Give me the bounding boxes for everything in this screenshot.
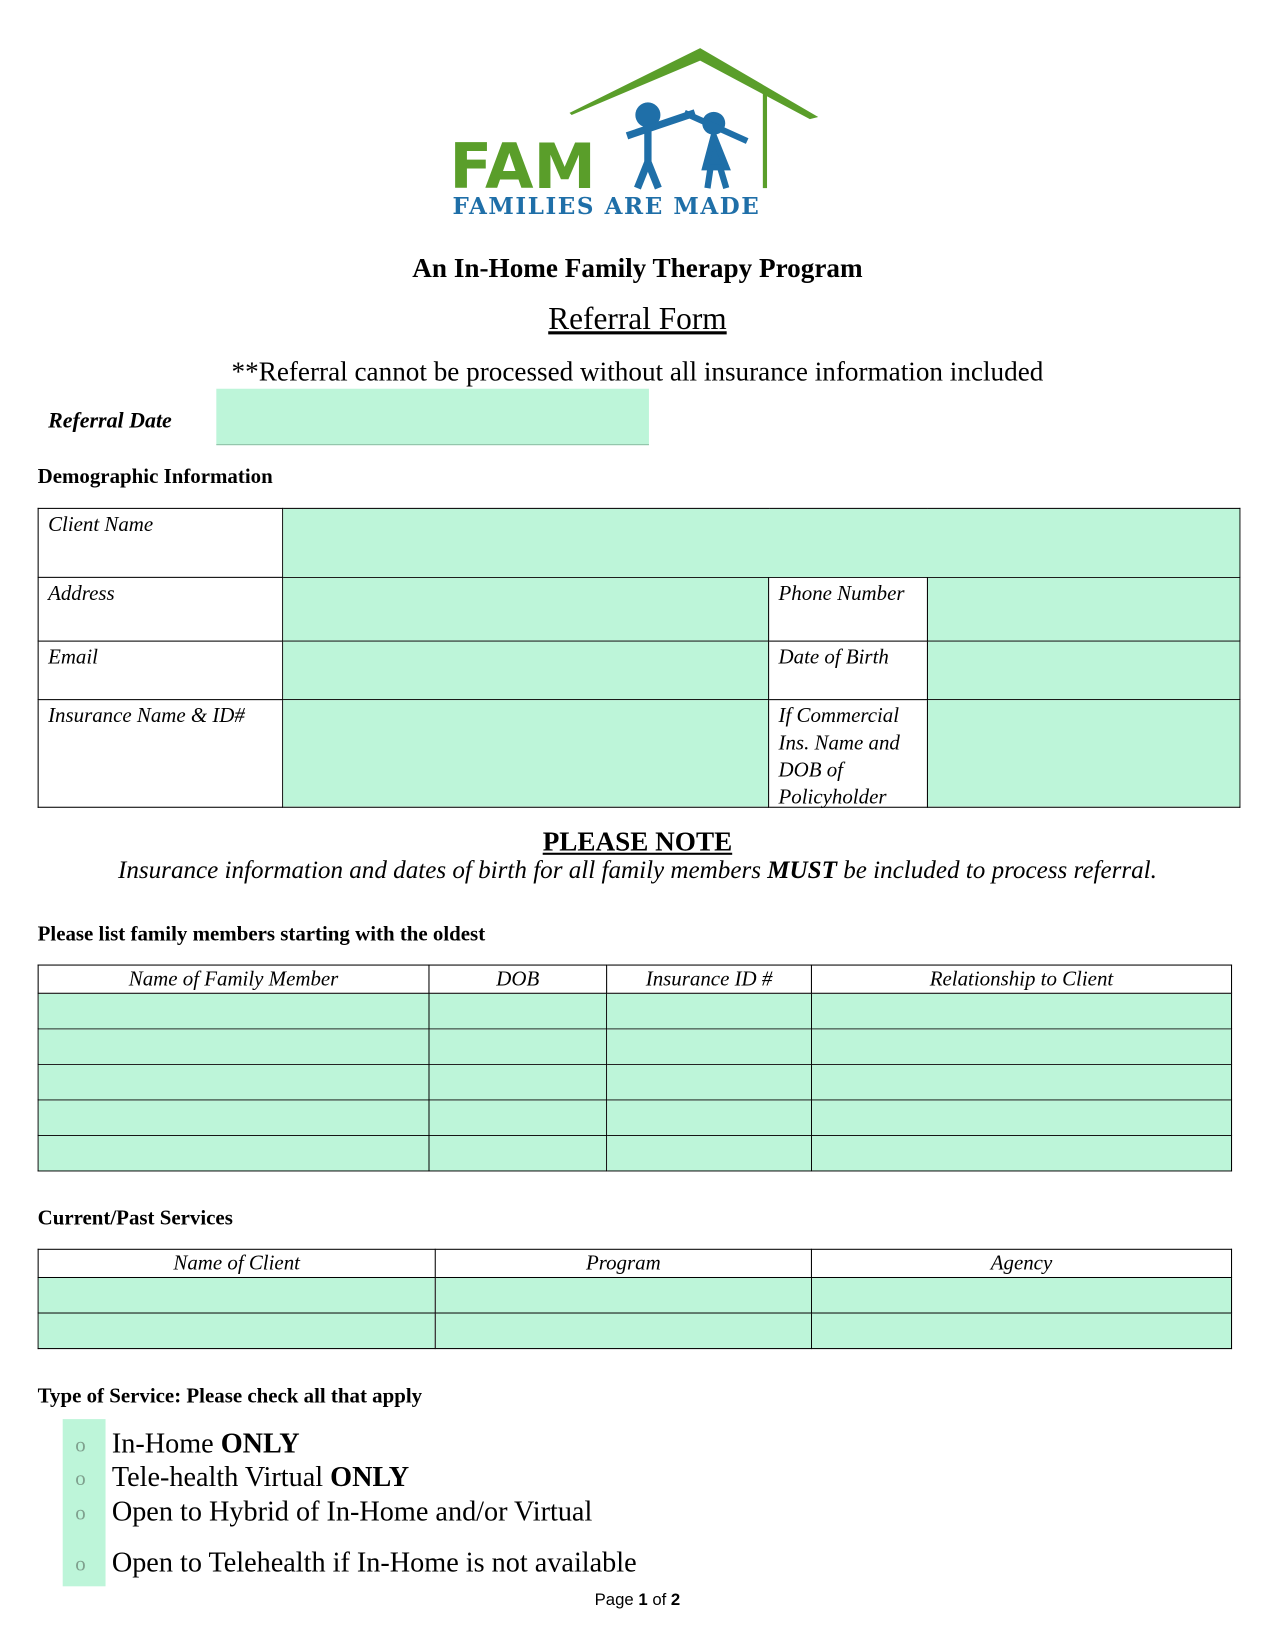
address-field[interactable] xyxy=(282,576,770,642)
dob-label: Date of Birth xyxy=(778,645,889,669)
checkbox-hybrid[interactable]: o xyxy=(75,1501,86,1525)
commercial-label: If Commercial Ins. Name and DOB of Polic… xyxy=(778,704,900,809)
service-client-field[interactable] xyxy=(37,1312,436,1350)
col-dob: DOB xyxy=(428,964,608,994)
checkbox-column xyxy=(62,1419,106,1587)
referral-date-field[interactable] xyxy=(216,388,649,446)
demographic-heading: Demographic Information xyxy=(37,465,273,489)
checkbox-telehealth-fallback[interactable]: o xyxy=(75,1552,86,1576)
service-agency-field[interactable] xyxy=(810,1276,1233,1314)
dob-field[interactable] xyxy=(926,640,1241,701)
family-insurance-field[interactable] xyxy=(606,1063,812,1101)
service-agency-field[interactable] xyxy=(810,1312,1233,1350)
family-name-field[interactable] xyxy=(37,1028,430,1065)
family-insurance-field[interactable] xyxy=(606,1099,812,1136)
service-type-heading: Type of Service: Please check all that a… xyxy=(37,1384,423,1408)
col-name: Name of Family Member xyxy=(37,964,430,994)
family-insurance-field[interactable] xyxy=(606,992,812,1030)
family-heading: Please list family members starting with… xyxy=(37,922,486,946)
service-program-field[interactable] xyxy=(434,1276,812,1314)
family-name-field[interactable] xyxy=(37,992,430,1030)
col-insurance: Insurance ID # xyxy=(606,964,812,994)
family-name-field[interactable] xyxy=(37,1134,430,1172)
family-dob-field[interactable] xyxy=(428,1063,608,1101)
client-name-field[interactable] xyxy=(282,507,1241,578)
fam-logo: FAM FAMILIES ARE MADE xyxy=(449,48,819,220)
checkbox-in-home[interactable]: o xyxy=(75,1433,86,1457)
family-dob-field[interactable] xyxy=(428,1134,608,1172)
family-relationship-field[interactable] xyxy=(810,1099,1233,1136)
col-relationship: Relationship to Client xyxy=(810,964,1233,994)
email-field[interactable] xyxy=(282,640,770,701)
family-relationship-field[interactable] xyxy=(810,1134,1233,1172)
family-relationship-field[interactable] xyxy=(810,1063,1233,1101)
please-note-text: Insurance information and dates of birth… xyxy=(117,856,1157,885)
option-telehealth: Tele-health Virtual ONLY xyxy=(111,1460,410,1493)
insurance-field[interactable] xyxy=(282,699,770,808)
service-program-field[interactable] xyxy=(434,1312,812,1350)
page-number: Page 1 of 2 xyxy=(594,1591,681,1610)
family-table: Name of Family Member DOB Insurance ID # Re… xyxy=(37,964,1233,1172)
option-hybrid: Open to Hybrid of In-Home and/or Virtual xyxy=(111,1495,593,1527)
phone-label: Phone Number xyxy=(778,582,905,606)
form-title: Referral Form xyxy=(548,302,727,337)
insurance-label: Insurance Name & ID# xyxy=(48,704,245,728)
service-client-field[interactable] xyxy=(37,1276,436,1314)
family-dob-field[interactable] xyxy=(428,1028,608,1065)
please-note-heading: PLEASE NOTE xyxy=(542,826,733,857)
phone-field[interactable] xyxy=(926,576,1241,642)
family-insurance-field[interactable] xyxy=(606,1134,812,1172)
col-client: Name of Client xyxy=(37,1248,436,1279)
client-name-label: Client Name xyxy=(48,513,154,537)
svg-text:FAMILIES ARE MADE: FAMILIES ARE MADE xyxy=(452,193,760,220)
col-agency: Agency xyxy=(810,1248,1233,1279)
address-label: Address xyxy=(48,582,115,606)
col-program: Program xyxy=(434,1248,812,1279)
family-dob-field[interactable] xyxy=(428,1099,608,1136)
services-heading: Current/Past Services xyxy=(37,1206,233,1230)
family-relationship-field[interactable] xyxy=(810,1028,1233,1065)
program-title: An In-Home Family Therapy Program xyxy=(412,252,863,284)
family-dob-field[interactable] xyxy=(428,992,608,1030)
insurance-warning: **Referral cannot be processed without a… xyxy=(231,356,1044,387)
demographic-table: Client Name Address Phone Number Email Dat… xyxy=(37,507,1241,809)
services-table: Name of Client Program Agency xyxy=(37,1248,1233,1350)
option-telehealth-fallback: Open to Telehealth if In-Home is not ava… xyxy=(111,1546,637,1578)
email-label: Email xyxy=(48,645,99,669)
referral-date-label: Referral Date xyxy=(48,407,172,433)
family-name-field[interactable] xyxy=(37,1099,430,1136)
checkbox-telehealth[interactable]: o xyxy=(75,1467,86,1491)
family-name-field[interactable] xyxy=(37,1063,430,1101)
svg-text:FAM: FAM xyxy=(449,130,596,203)
family-relationship-field[interactable] xyxy=(810,992,1233,1030)
family-insurance-field[interactable] xyxy=(606,1028,812,1065)
commercial-field[interactable] xyxy=(926,699,1241,808)
option-in-home: In-Home ONLY xyxy=(111,1427,300,1459)
